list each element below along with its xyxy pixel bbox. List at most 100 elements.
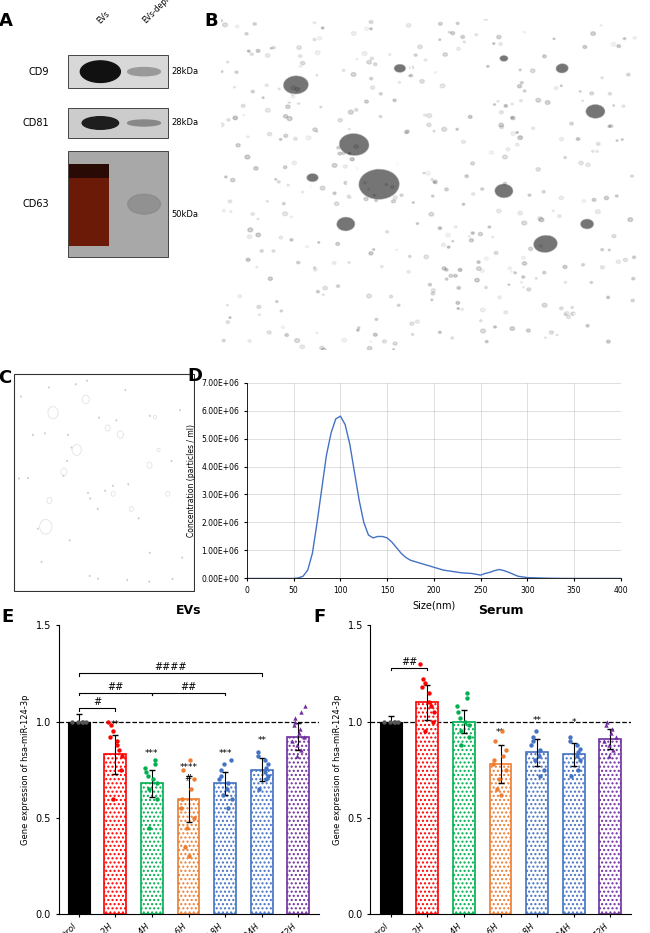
Circle shape: [514, 272, 517, 274]
Point: [214, 772, 224, 787]
Point: [78, 714, 88, 729]
Bar: [526, 752, 548, 914]
Circle shape: [266, 201, 268, 202]
Circle shape: [129, 507, 133, 511]
Circle shape: [545, 101, 550, 104]
Circle shape: [458, 269, 462, 272]
Point: [463, 730, 474, 745]
Circle shape: [291, 95, 295, 98]
Ellipse shape: [81, 61, 120, 82]
Circle shape: [632, 256, 636, 258]
Circle shape: [236, 144, 240, 147]
Circle shape: [519, 69, 521, 71]
Circle shape: [616, 195, 618, 197]
Point: [289, 717, 300, 732]
Circle shape: [431, 299, 433, 300]
Circle shape: [622, 104, 625, 107]
Circle shape: [287, 184, 289, 186]
Circle shape: [500, 126, 504, 129]
Text: ####: ####: [154, 662, 187, 673]
Circle shape: [370, 57, 374, 60]
Circle shape: [567, 315, 571, 318]
Circle shape: [332, 261, 336, 264]
Circle shape: [408, 74, 410, 77]
Point: [226, 753, 236, 768]
Circle shape: [370, 77, 372, 80]
Circle shape: [315, 75, 317, 77]
Circle shape: [245, 33, 248, 35]
Circle shape: [86, 380, 88, 382]
Point: [261, 760, 272, 775]
Circle shape: [98, 416, 100, 419]
Point: [263, 757, 274, 772]
Circle shape: [592, 199, 596, 202]
Y-axis label: Gene expression of hsa-miR-124-3p: Gene expression of hsa-miR-124-3p: [21, 694, 30, 845]
Point: [176, 801, 186, 815]
Circle shape: [265, 84, 268, 87]
Circle shape: [370, 86, 374, 90]
Circle shape: [518, 211, 523, 215]
Circle shape: [61, 468, 67, 475]
Circle shape: [298, 66, 302, 68]
Point: [113, 743, 124, 758]
Circle shape: [449, 274, 452, 277]
Circle shape: [253, 22, 256, 25]
Bar: [68, 151, 168, 258]
Point: [296, 704, 306, 719]
Circle shape: [365, 27, 369, 31]
Point: [219, 757, 229, 772]
Text: #: #: [93, 697, 101, 707]
Point: [77, 714, 88, 729]
Circle shape: [260, 250, 263, 252]
Circle shape: [313, 38, 316, 41]
Circle shape: [233, 116, 237, 119]
Circle shape: [389, 53, 391, 56]
Point: [189, 811, 200, 826]
Bar: [70, 164, 109, 177]
Circle shape: [297, 102, 300, 104]
Ellipse shape: [556, 63, 568, 73]
Circle shape: [487, 65, 489, 67]
Circle shape: [286, 105, 290, 108]
Circle shape: [356, 168, 358, 169]
Ellipse shape: [394, 64, 406, 73]
Circle shape: [48, 499, 51, 502]
Circle shape: [612, 234, 616, 238]
Circle shape: [515, 144, 519, 146]
Circle shape: [412, 202, 414, 203]
Circle shape: [149, 465, 150, 466]
Point: [424, 685, 434, 700]
Circle shape: [81, 394, 90, 405]
Point: [223, 775, 233, 790]
Point: [566, 733, 576, 748]
Circle shape: [434, 181, 436, 183]
Circle shape: [481, 188, 484, 190]
Circle shape: [71, 446, 72, 449]
Point: [526, 737, 536, 752]
Circle shape: [601, 77, 603, 78]
Point: [528, 733, 538, 748]
Point: [489, 733, 500, 748]
Bar: [68, 721, 90, 914]
Circle shape: [369, 21, 373, 23]
Text: ##: ##: [401, 657, 417, 666]
Circle shape: [494, 251, 498, 255]
Circle shape: [410, 322, 414, 326]
Circle shape: [131, 508, 132, 509]
Circle shape: [357, 329, 359, 331]
Circle shape: [570, 122, 573, 125]
Circle shape: [291, 94, 294, 96]
Circle shape: [439, 331, 441, 333]
Circle shape: [439, 39, 441, 40]
Circle shape: [609, 125, 613, 128]
Text: EVs: EVs: [95, 9, 111, 25]
Circle shape: [32, 434, 34, 436]
Circle shape: [493, 326, 497, 328]
Circle shape: [235, 25, 239, 28]
Point: [263, 768, 273, 783]
Circle shape: [469, 116, 472, 118]
Point: [144, 782, 155, 797]
Circle shape: [42, 522, 49, 531]
Circle shape: [229, 317, 231, 318]
Circle shape: [276, 300, 278, 302]
